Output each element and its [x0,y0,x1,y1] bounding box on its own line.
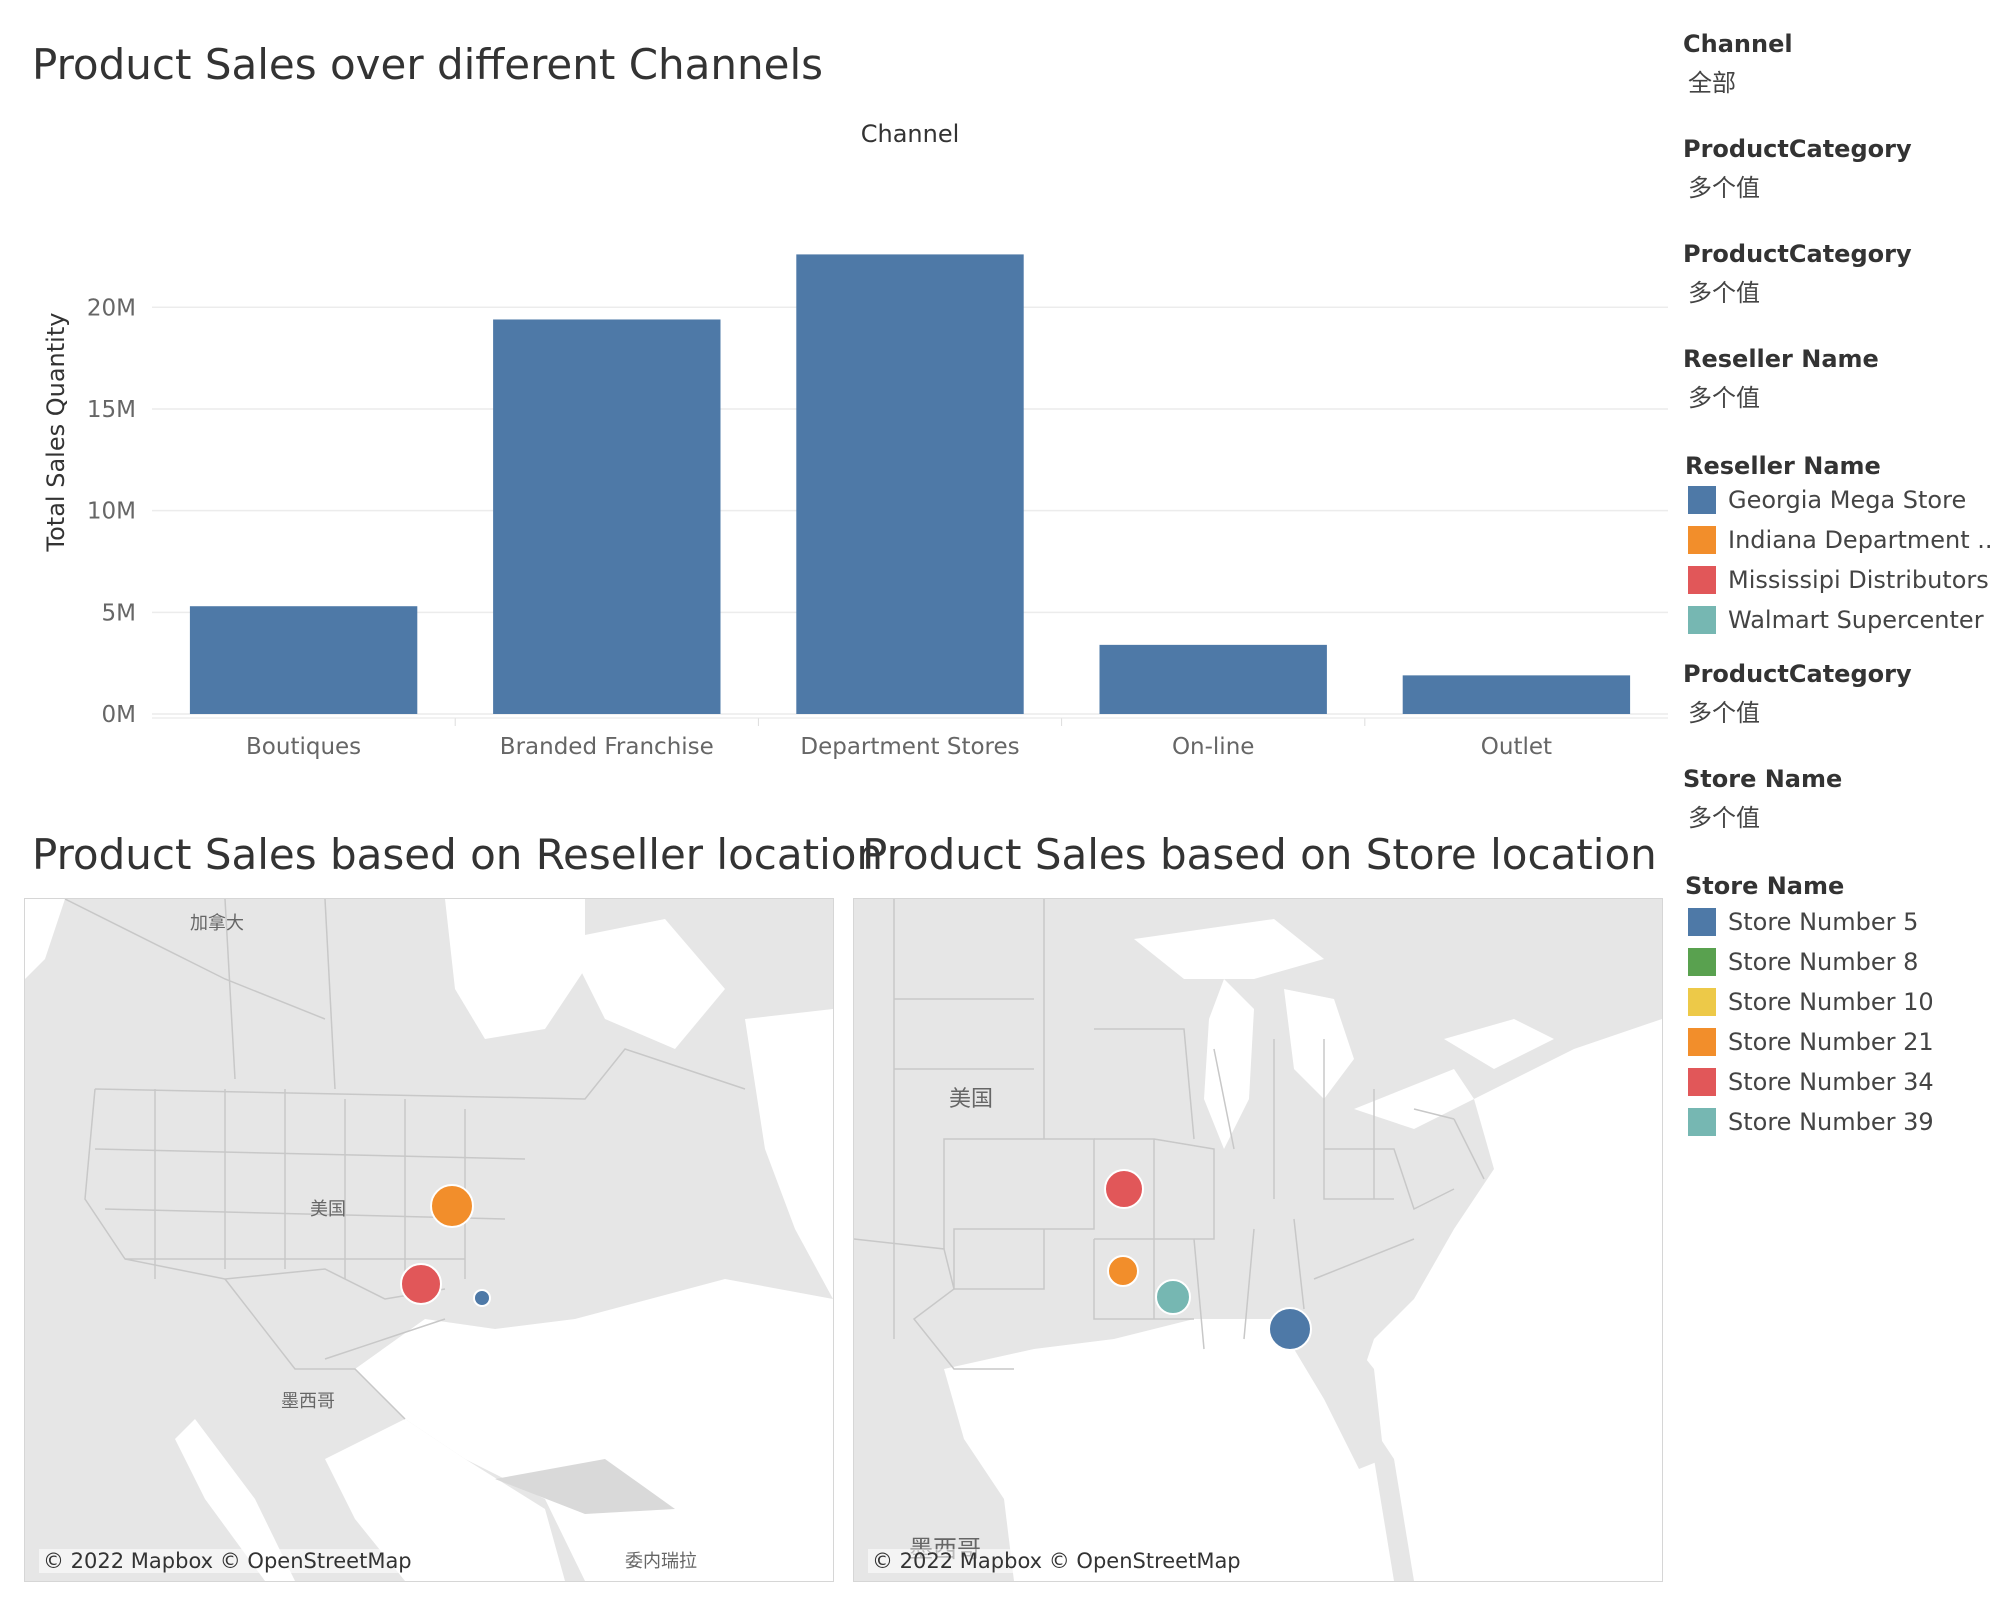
y-tick-label: 20M [87,295,136,321]
legend-reseller-title: Reseller Name [1685,452,1881,480]
legend-item-walmart[interactable]: Walmart Supercenter [1688,604,1984,636]
legend-label: Store Number 39 [1728,1108,1934,1136]
legend-label: Store Number 21 [1728,1028,1934,1056]
bar-on-line[interactable] [1099,644,1327,714]
legend-item-georgia[interactable]: Georgia Mega Store [1688,484,1966,516]
legend-swatch [1688,988,1716,1016]
reseller-location-map[interactable]: 加拿大 美国 墨西哥 委内瑞拉 © 2022 Mapbox © OpenStre… [24,898,834,1582]
bubble-store-5[interactable] [1268,1307,1312,1351]
legend-label: Mississipi Distributors [1728,566,1989,594]
bar-department-stores[interactable] [796,254,1024,714]
bubble-georgia-mega-store[interactable] [473,1289,491,1307]
legend-item-indiana[interactable]: Indiana Department .. [1688,524,1993,556]
legend-label: Store Number 5 [1728,908,1919,936]
bar-boutiques[interactable] [189,606,418,714]
filter-productcategory-title: ProductCategory [1683,660,1912,688]
legend-swatch [1688,486,1716,514]
legend-item-store-8[interactable]: Store Number 8 [1688,946,1918,978]
map-label-usa: 美国 [949,1087,994,1112]
filter-store-name-value[interactable]: 多个值 [1688,804,1760,832]
y-tick-label: 10M [87,499,136,525]
legend-swatch [1688,948,1716,976]
y-tick-label: 5M [102,600,136,626]
legend-item-store-34[interactable]: Store Number 34 [1688,1066,1934,1098]
channel-bar-chart: Channel Total Sales Quantity 0M 5M 10M 15M 2… [42,120,1668,760]
legend-label: Walmart Supercenter [1728,606,1984,634]
reseller-bubbles [400,1184,491,1307]
filter-reseller-name-value[interactable]: 多个值 [1688,384,1760,412]
legend-item-store-21[interactable]: Store Number 21 [1688,1026,1934,1058]
bubble-store-21[interactable] [1107,1255,1139,1287]
bubble-indiana-department[interactable] [430,1184,474,1228]
legend-swatch [1688,908,1716,936]
store-map-base [854,899,1662,1581]
filter-reseller-name-title: Reseller Name [1683,345,1879,373]
category-label: Branded Franchise [500,734,714,760]
bar-chart-title: Product Sales over different Channels [32,40,824,89]
category-label: Boutiques [246,734,361,760]
map-label-canada: 加拿大 [190,913,244,934]
bubble-mississipi-distributors[interactable] [400,1263,442,1305]
legend-item-store-39[interactable]: Store Number 39 [1688,1106,1934,1138]
store-map-title: Product Sales based on Store location [862,830,1657,879]
category-label: Outlet [1481,734,1552,760]
filter-productcategory-title: ProductCategory [1683,135,1912,163]
legend-label: Store Number 34 [1728,1068,1934,1096]
legend-item-store-5[interactable]: Store Number 5 [1688,906,1918,938]
map-credit[interactable]: © 2022 Mapbox © OpenStreetMap [39,1549,416,1573]
bar-branded-franchise[interactable] [493,319,721,714]
legend-item-store-10[interactable]: Store Number 10 [1688,986,1934,1018]
y-tick-label: 0M [102,702,136,728]
map-label-venezuela: 委内瑞拉 [625,1551,697,1572]
filter-productcategory-title: ProductCategory [1683,240,1912,268]
legend-swatch [1688,1108,1716,1136]
filter-productcategory-value[interactable]: 多个值 [1688,699,1760,727]
y-tick-label: 15M [87,397,136,423]
legend-label: Store Number 10 [1728,988,1934,1016]
bubble-store-39[interactable] [1155,1279,1191,1315]
map-label-usa: 美国 [310,1199,346,1220]
store-bubbles [1104,1169,1312,1351]
category-label: On-line [1172,734,1255,760]
reseller-map-title: Product Sales based on Reseller location [32,830,884,879]
bubble-store-34[interactable] [1104,1169,1144,1209]
legend-store-title: Store Name [1685,872,1845,900]
legend-swatch [1688,1068,1716,1096]
y-axis-title: Total Sales Quantity [42,313,70,553]
map-label-mexico: 墨西哥 [281,1391,335,1412]
legend-swatch [1688,1028,1716,1056]
filter-productcategory-value[interactable]: 多个值 [1688,174,1760,202]
legend-item-mississipi[interactable]: Mississipi Distributors [1688,564,1989,596]
bar-outlet[interactable] [1402,675,1631,714]
map-credit[interactable]: © 2022 Mapbox © OpenStreetMap [868,1549,1245,1573]
reseller-map-base [25,899,833,1581]
filter-productcategory-value[interactable]: 多个值 [1688,279,1760,307]
legend-swatch [1688,526,1716,554]
store-location-map[interactable]: 美国 墨西哥 © 2022 Mapbox © OpenStreetMap [853,898,1663,1582]
legend-label: Georgia Mega Store [1728,486,1967,514]
category-label: Department Stores [800,734,1019,760]
legend-swatch [1688,606,1716,634]
filter-channel-title: Channel [1683,30,1793,58]
legend-label: Indiana Department .. [1728,526,1993,554]
filter-store-name-title: Store Name [1683,765,1843,793]
column-header: Channel [861,120,960,148]
filter-channel-value[interactable]: 全部 [1688,69,1736,97]
legend-label: Store Number 8 [1728,948,1919,976]
legend-swatch [1688,566,1716,594]
